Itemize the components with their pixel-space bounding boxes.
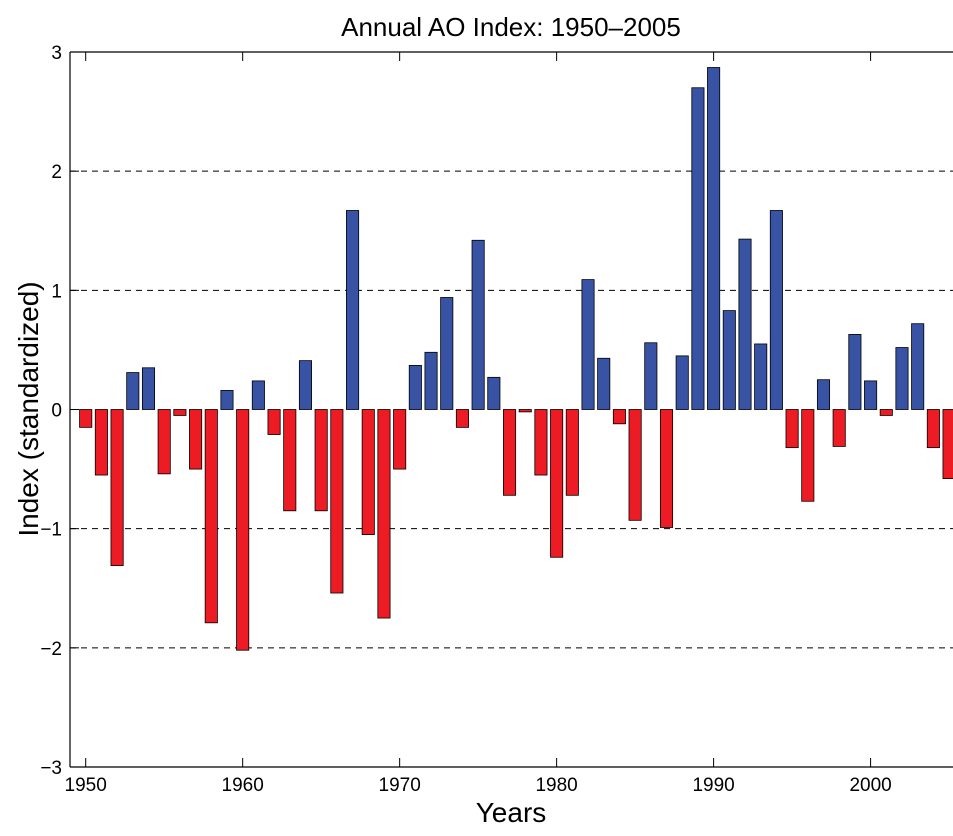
bar: [314, 409, 328, 512]
bar: [926, 409, 940, 449]
bar: [565, 409, 579, 496]
bar: [204, 409, 218, 624]
bar: [816, 379, 831, 410]
y-tick-label: −3: [40, 758, 62, 779]
y-tick-label: −1: [40, 520, 62, 541]
bar: [455, 409, 469, 428]
bar: [581, 279, 595, 410]
bar: [832, 409, 846, 447]
bar: [361, 409, 375, 536]
x-tick-label: 1980: [535, 775, 577, 796]
bar: [141, 367, 156, 410]
bar: [801, 409, 815, 502]
bar: [220, 390, 234, 410]
bar: [518, 409, 532, 413]
bar: [283, 409, 297, 512]
bar: [79, 409, 93, 428]
x-tick-label: 2000: [849, 775, 891, 796]
bar: [487, 376, 501, 410]
bar: [424, 351, 438, 410]
bar: [503, 409, 517, 496]
bar: [707, 67, 721, 410]
x-tick-label: 1950: [65, 775, 107, 796]
bar: [895, 347, 909, 410]
bar: [848, 334, 862, 410]
bar: [785, 409, 799, 449]
bar: [911, 323, 925, 410]
bar: [722, 310, 736, 410]
bar: [440, 297, 454, 410]
bar: [534, 409, 548, 476]
bar: [675, 355, 689, 410]
bar: [612, 409, 626, 425]
bar: [408, 365, 422, 410]
x-tick-label: 1990: [692, 775, 734, 796]
bar: [644, 342, 658, 410]
bar: [267, 409, 281, 435]
x-axis-label: Years: [476, 797, 547, 828]
bar: [879, 409, 893, 416]
bar: [393, 409, 407, 470]
bar: [173, 409, 187, 416]
y-tick-label: 2: [51, 162, 62, 183]
bar: [346, 210, 360, 410]
bar: [942, 409, 953, 480]
bar: [126, 372, 140, 410]
bar: [471, 239, 485, 410]
y-axis-label: Index (standardized): [13, 281, 44, 536]
bar: [864, 380, 878, 410]
bar: [769, 210, 783, 410]
bar: [94, 409, 108, 476]
bar: [550, 409, 564, 558]
bar: [251, 380, 265, 410]
bar: [754, 343, 768, 410]
bar: [659, 409, 674, 528]
chart-title: Annual AO Index: 1950–2005: [341, 12, 681, 42]
bar: [628, 409, 642, 521]
bar: [236, 409, 250, 651]
x-tick-label: 1970: [379, 775, 421, 796]
bar: [597, 357, 611, 410]
y-tick-label: 3: [51, 43, 62, 64]
bar: [298, 360, 312, 410]
bar: [189, 409, 203, 470]
y-tick-label: −2: [40, 639, 62, 660]
bar: [738, 238, 752, 410]
bar: [157, 409, 171, 475]
y-tick-label: 0: [51, 401, 62, 422]
bar: [691, 87, 705, 410]
bar: [377, 409, 391, 619]
x-tick-label: 1960: [222, 775, 264, 796]
bar: [330, 409, 344, 594]
bar: [110, 409, 124, 567]
y-tick-label: 1: [51, 281, 62, 302]
